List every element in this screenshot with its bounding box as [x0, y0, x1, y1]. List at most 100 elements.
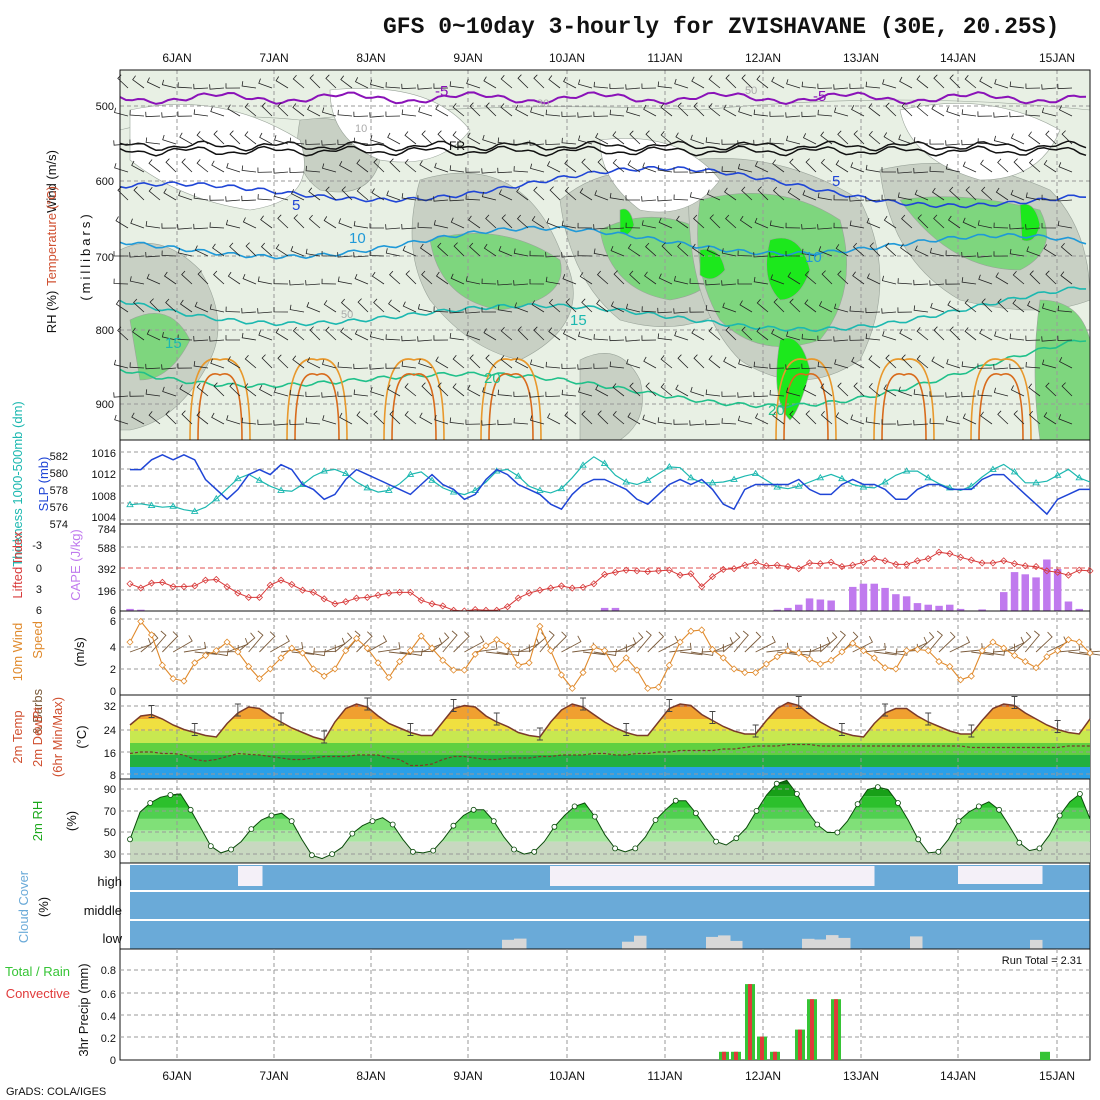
- temperature-contour: [783, 373, 829, 441]
- wind-speed-point: [1010, 651, 1019, 660]
- thickness-point: [902, 467, 911, 474]
- cape-bar: [137, 609, 145, 611]
- wind-speed-point: [137, 617, 145, 625]
- dewpoint-axis-label: 2m DewPt: [30, 707, 45, 767]
- wind-barb: [546, 161, 561, 173]
- li-point: [1075, 566, 1083, 574]
- wind-speed-point: [762, 660, 770, 668]
- wind-barb: [289, 304, 305, 313]
- wind-barb: [949, 74, 961, 89]
- wind-barb: [849, 196, 865, 202]
- wind-barb: [853, 382, 865, 397]
- wind-barb: [196, 159, 209, 173]
- wind-barb: [993, 222, 1009, 229]
- wind-barb: [1041, 194, 1057, 201]
- wind-speed-point: [374, 659, 382, 667]
- wind-barb: [260, 242, 273, 257]
- rh-point: [794, 791, 800, 797]
- wind-barb: [708, 75, 721, 89]
- wind-speed-point: [956, 676, 965, 684]
- thickness-point: [708, 478, 717, 486]
- li-point: [730, 565, 738, 573]
- thickness-point: [471, 486, 479, 493]
- wind-speed-point: [903, 647, 911, 655]
- wind-barb-10m: [874, 648, 898, 656]
- wind-axis-label: 10m Wind: [10, 623, 25, 682]
- wind-barb: [737, 140, 753, 146]
- temperature-contour: [978, 373, 1024, 441]
- li-point: [838, 563, 846, 571]
- wind-barb: [293, 214, 305, 229]
- li-point: [126, 580, 134, 588]
- wind-barb: [561, 252, 577, 258]
- wind-barb: [115, 216, 129, 229]
- rh-ticks: 90 70 50 30: [104, 784, 116, 861]
- wind-barb: [323, 216, 337, 229]
- wind-speed-point: [428, 644, 436, 652]
- wind-speed-point: [169, 675, 177, 683]
- wind-barbs: [113, 74, 1073, 426]
- li-point: [967, 556, 975, 564]
- wind-barb: [289, 137, 305, 145]
- low-cloud-cell: [1030, 939, 1043, 949]
- wind-barb: [401, 109, 417, 117]
- wind-barb: [577, 250, 593, 257]
- wind-barb: [866, 273, 881, 285]
- wind-barb: [226, 415, 241, 425]
- wind-barb: [259, 132, 273, 145]
- thickness-point: [1032, 478, 1040, 486]
- wind-barb: [193, 361, 209, 369]
- wind-barb: [341, 186, 353, 201]
- rh-point: [167, 792, 174, 798]
- wind-barb: [660, 130, 673, 145]
- day-label: 10JAN: [549, 1069, 585, 1083]
- wind-barb: [321, 140, 337, 146]
- li-point: [956, 553, 965, 561]
- wind-barb: [338, 218, 353, 229]
- rh-point: [591, 813, 598, 820]
- day-label: 7JAN: [259, 51, 288, 65]
- wind-barb: [225, 335, 240, 341]
- wind-speed-point: [579, 668, 587, 677]
- profile-axis-labels: Wind (m/s) Temperature (°C) RH (%) (mill…: [44, 150, 93, 333]
- wind-barb: [113, 359, 129, 369]
- wind-barb-10m: [248, 630, 264, 653]
- wind-barb: [785, 364, 801, 370]
- li-point: [568, 584, 576, 592]
- wind-barb: [625, 336, 641, 342]
- wind-barb-10m: [270, 635, 290, 653]
- low-cloud-cell: [718, 935, 731, 949]
- wind-barb: [612, 410, 625, 425]
- wind-barb: [196, 383, 209, 397]
- wind-barb: [325, 186, 337, 201]
- wind-barb-10m: [917, 631, 935, 653]
- wind-barb: [292, 326, 305, 341]
- cape-bar: [600, 607, 609, 611]
- wind-barb: [741, 326, 753, 341]
- wind-barb: [593, 81, 609, 89]
- precip-total-label: Total / Rain: [5, 964, 70, 979]
- cape-axis-label: CAPE (J/kg): [68, 529, 83, 601]
- wind-barb: [674, 78, 689, 89]
- wind-barb: [481, 168, 497, 174]
- wind-ticks: 6 4 2 0: [110, 616, 116, 698]
- wind-barb: [529, 279, 545, 285]
- wind-speed-point: [352, 634, 361, 643]
- wind-barb: [564, 411, 577, 425]
- wind-barb: [369, 364, 385, 370]
- li-tick: -3: [32, 540, 42, 552]
- wind-barb: [193, 193, 209, 201]
- thickness-point: [1053, 471, 1062, 478]
- cape-bar: [978, 609, 986, 611]
- contour-labels: -5 -5 FR 5 5 10 10 15 15 20 20 30 50 50 …: [165, 83, 840, 419]
- thickness-point: [1010, 468, 1019, 475]
- wind-barb: [113, 278, 129, 285]
- precip-tick: 0.6: [101, 989, 116, 1001]
- wind-barb-10m: [1035, 631, 1053, 653]
- day-label: 10JAN: [549, 51, 585, 65]
- li-point: [579, 583, 587, 591]
- rh-region: [1019, 203, 1041, 242]
- wind-barb: [933, 326, 945, 341]
- minmax-bar: [536, 727, 543, 741]
- wind-barb: [865, 196, 881, 202]
